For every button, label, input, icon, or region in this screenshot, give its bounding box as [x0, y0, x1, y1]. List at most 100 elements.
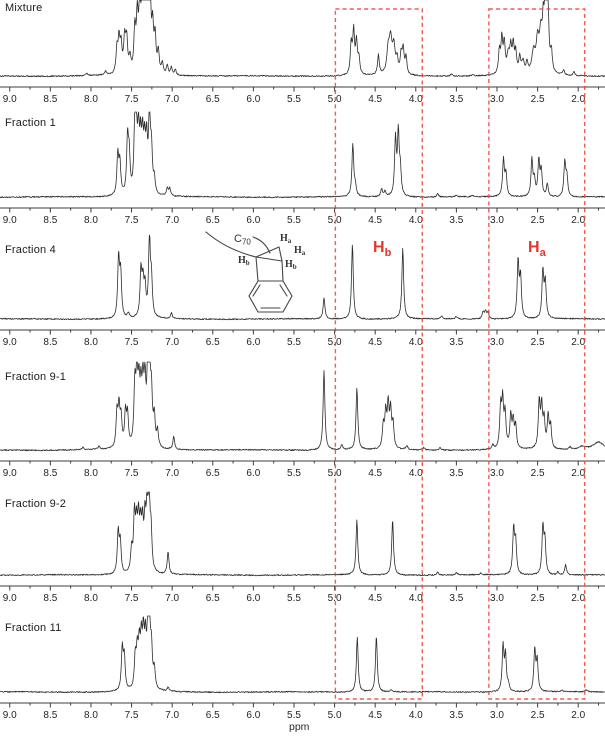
tick-label: 2.0 — [571, 468, 585, 479]
tick-label: 3.0 — [490, 215, 504, 226]
tick-label: 8.0 — [84, 94, 98, 105]
tick-label: 5.5 — [287, 337, 301, 348]
spectrum-panel-3: 9.0 8.5 8.0 7.5 7.0 6.5 6.0 5.5 5.0 4.5 4.0 3.5 3.0 2… — [0, 361, 605, 479]
tick-label: 7.5 — [125, 94, 139, 105]
x-axis-unit-label: ppm — [289, 721, 310, 733]
benzylic-bond-left — [255, 256, 259, 282]
tick-label: 6.0 — [246, 94, 260, 105]
tick-label: 2.5 — [531, 710, 545, 721]
hb-peak-annotation: Hb — [373, 240, 391, 259]
tick-label: 2.5 — [531, 215, 545, 226]
tick-label: 4.0 — [409, 468, 423, 479]
tick-label: 4.0 — [409, 94, 423, 105]
tick-label: 8.5 — [43, 337, 57, 348]
hb-annotation-sub: b — [384, 247, 392, 260]
ha-right-label: Ha — [294, 245, 306, 257]
tick-label: 7.0 — [165, 468, 179, 479]
aromatic-bond-3 — [252, 284, 261, 297]
nmr-trace — [0, 111, 605, 199]
panel-label-fraction-9-1: Fraction 9-1 — [5, 371, 67, 383]
ha-annotation-sub: a — [539, 247, 546, 260]
tick-label: 4.0 — [409, 710, 423, 721]
tick-label: 2.0 — [571, 710, 585, 721]
benzylic-bond-right — [281, 260, 284, 282]
tick-label: 8.0 — [84, 710, 98, 721]
tick-label: 3.0 — [490, 337, 504, 348]
tick-label: 4.5 — [368, 337, 382, 348]
tick-label: 3.5 — [449, 593, 463, 604]
tick-label: 6.5 — [206, 593, 220, 604]
tick-label: 9.0 — [3, 337, 17, 348]
tick-label: 4.5 — [368, 710, 382, 721]
panel-label-fraction-4: Fraction 4 — [5, 244, 56, 256]
ha-peak-annotation: Ha — [528, 240, 546, 259]
tick-label: 8.0 — [84, 593, 98, 604]
tick-label: 3.0 — [490, 94, 504, 105]
aromatic-bond-1 — [279, 284, 288, 297]
tick-label: 6.0 — [246, 710, 260, 721]
tick-label: 3.5 — [449, 215, 463, 226]
nmr-trace — [0, 361, 605, 452]
hb-annotation-text: H — [373, 239, 385, 256]
tick-label: 4.5 — [368, 215, 382, 226]
tick-label: 9.0 — [3, 593, 17, 604]
tick-label: 5.5 — [287, 94, 301, 105]
tick-label: 3.5 — [449, 337, 463, 348]
panel-label-fraction-11: Fraction 11 — [5, 622, 62, 634]
tick-label: 7.0 — [165, 94, 179, 105]
tick-label: 9.0 — [3, 468, 17, 479]
tick-label: 5.0 — [328, 710, 342, 721]
highlight-box-ha — [488, 8, 586, 700]
tick-label: 4.5 — [368, 468, 382, 479]
tick-label: 7.5 — [125, 215, 139, 226]
tick-label: 9.0 — [3, 215, 17, 226]
tick-label: 3.0 — [490, 710, 504, 721]
tick-label: 5.5 — [287, 593, 301, 604]
panel-label-fraction-1: Fraction 1 — [5, 117, 56, 129]
tick-label: 8.5 — [43, 593, 57, 604]
tick-label: 8.5 — [43, 468, 57, 479]
ha-annotation-text: H — [528, 239, 540, 256]
tick-label: 7.5 — [125, 593, 139, 604]
tick-label: 2.5 — [531, 468, 545, 479]
tick-label: 2.0 — [571, 215, 585, 226]
tick-label: 7.0 — [165, 710, 179, 721]
tick-label: 2.0 — [571, 94, 585, 105]
tick-label: 6.5 — [206, 215, 220, 226]
tick-label: 6.0 — [246, 593, 260, 604]
bond-to-c70-left — [205, 231, 257, 258]
tick-label: 2.5 — [531, 94, 545, 105]
panel-label-fraction-9-2: Fraction 9-2 — [5, 498, 67, 510]
tick-label: 4.5 — [368, 94, 382, 105]
tick-label: 8.5 — [43, 94, 57, 105]
tick-label: 5.5 — [287, 215, 301, 226]
tick-label: 6.5 — [206, 468, 220, 479]
nmr-trace — [0, 491, 605, 577]
nmr-trace — [0, 0, 605, 78]
ha-top-label: Ha — [280, 233, 292, 245]
spectrum-panel-0: 9.0 8.5 8.0 7.5 7.0 6.5 6.0 5.5 5.0 4.5 4.0 3.5 3.0 2… — [0, 0, 605, 105]
hb-left-label: Hb — [238, 255, 250, 267]
spectrum-panel-1: 9.0 8.5 8.0 7.5 7.0 6.5 6.0 5.5 5.0 4.5 4.0 3.5 3.0 2… — [0, 111, 605, 226]
highlight-box-hb — [334, 8, 423, 700]
tick-label: 7.5 — [125, 710, 139, 721]
tick-label: 2.5 — [531, 337, 545, 348]
tick-label: 7.5 — [125, 337, 139, 348]
nmr-trace — [0, 615, 605, 694]
tick-label: 6.5 — [206, 710, 220, 721]
tick-label: 7.0 — [165, 215, 179, 226]
spectrum-panel-5: 9.0 8.5 8.0 7.5 7.0 6.5 6.0 5.5 5.0 4.5 4.0 3.5 3.0 2… — [0, 615, 605, 721]
benzene-ring — [248, 280, 293, 313]
tick-label: 2.0 — [571, 593, 585, 604]
spectrum-panel-4: 9.0 8.5 8.0 7.5 7.0 6.5 6.0 5.5 5.0 4.5 4.0 3.5 3.0 2… — [0, 491, 605, 604]
tick-label: 9.0 — [3, 94, 17, 105]
tick-label: 4.5 — [368, 593, 382, 604]
tick-label: 6.5 — [206, 94, 220, 105]
tick-label: 8.5 — [43, 710, 57, 721]
tick-label: 7.0 — [165, 337, 179, 348]
tick-label: 3.0 — [490, 593, 504, 604]
tick-label: 6.5 — [206, 337, 220, 348]
tick-label: 5.0 — [328, 593, 342, 604]
tick-label: 3.5 — [449, 94, 463, 105]
